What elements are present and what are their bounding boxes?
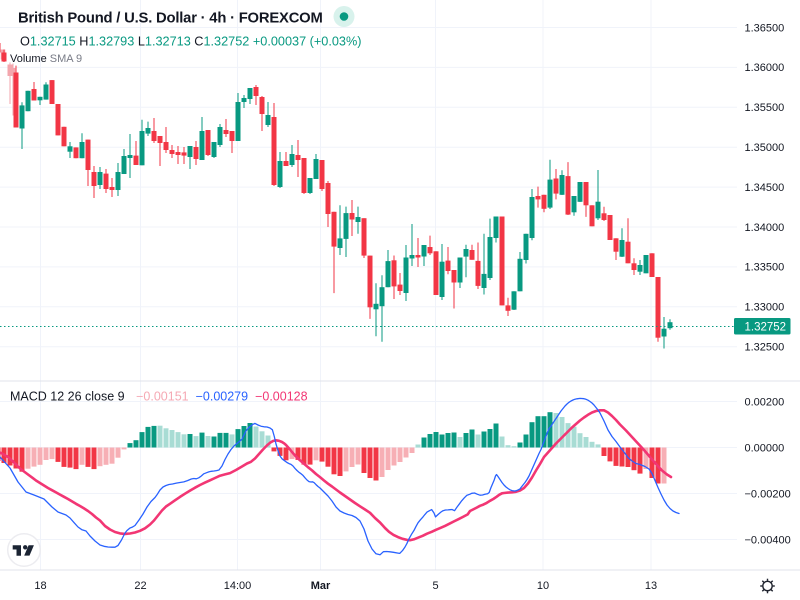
svg-text:1.32752: 1.32752 <box>745 322 787 334</box>
svg-text:1.36500: 1.36500 <box>745 22 785 34</box>
svg-text:MACD 12 26 close 9 −0.00151−0.: MACD 12 26 close 9 −0.00151 −0.00279 −0.00… <box>10 390 308 404</box>
svg-text:1.34000: 1.34000 <box>745 222 785 234</box>
svg-text:1.33000: 1.33000 <box>745 302 785 314</box>
svg-text:0.00000: 0.00000 <box>745 442 785 454</box>
svg-text:1.35000: 1.35000 <box>745 142 785 154</box>
svg-text:1.32500: 1.32500 <box>745 342 785 354</box>
svg-text:1.36000: 1.36000 <box>745 62 785 74</box>
svg-text:18: 18 <box>34 580 46 592</box>
svg-text:22: 22 <box>134 580 146 592</box>
svg-text:−0.00400: −0.00400 <box>745 534 791 546</box>
svg-text:14:00: 14:00 <box>224 580 252 592</box>
svg-text:Volume SMA 9: Volume SMA 9 <box>10 53 82 65</box>
svg-text:10: 10 <box>537 580 549 592</box>
svg-text:5: 5 <box>432 580 438 592</box>
svg-text:1.34500: 1.34500 <box>745 182 785 194</box>
svg-text:O1.32715 H1.32793 L1.32713 C1.: O1.32715 H1.32793 L1.32713 C1.32752 +0.0… <box>20 35 362 49</box>
svg-text:Mar: Mar <box>311 580 331 592</box>
svg-text:−0.00200: −0.00200 <box>745 488 791 500</box>
svg-text:1.33500: 1.33500 <box>745 262 785 274</box>
svg-text:13: 13 <box>645 580 657 592</box>
svg-text:0.00200: 0.00200 <box>745 396 785 408</box>
svg-text:British Pound / U.S. Dollar ·: British Pound / U.S. Dollar · 4h · FOREX… <box>18 11 323 27</box>
svg-text:1.35500: 1.35500 <box>745 102 785 114</box>
